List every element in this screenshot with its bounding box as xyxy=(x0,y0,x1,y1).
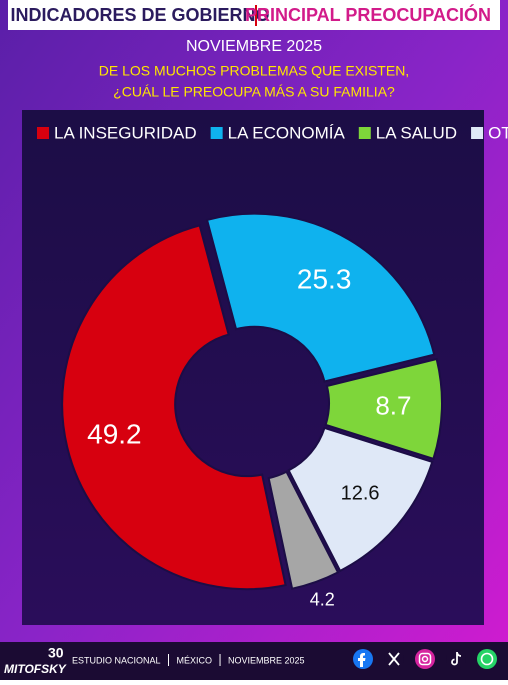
instagram-glyph xyxy=(418,652,432,666)
footer-item: MÉXICO xyxy=(177,655,213,665)
value-label: 4.2 xyxy=(310,590,335,610)
donut-slice xyxy=(205,212,436,383)
facebook-glyph xyxy=(358,653,366,667)
footer-item: NOVIEMBRE 2025 xyxy=(228,655,305,665)
value-label: 25.3 xyxy=(297,264,352,295)
whatsapp-icon[interactable] xyxy=(477,649,497,669)
plot: 49.2 25.3 8.7 12.6 4.2 xyxy=(61,212,443,610)
legend-swatch xyxy=(37,127,49,139)
donut-slice xyxy=(61,224,287,591)
chart-subtitle: DE LOS MUCHOS PROBLEMAS QUE EXISTEN, xyxy=(99,63,409,79)
legend-label: LA SALUD xyxy=(376,123,457,142)
header-bar xyxy=(8,0,500,30)
value-label: 12.6 xyxy=(341,483,380,505)
header-topic: PRINCIPAL PREOCUPACIÓN xyxy=(245,4,491,25)
tiktok-glyph xyxy=(451,651,462,666)
footer-items: ESTUDIO NACIONAL MÉXICO NOVIEMBRE 2025 xyxy=(72,654,305,666)
chart-subtitle: ¿CUÁL LE PREOCUPA MÁS A SU FAMILIA? xyxy=(113,84,395,100)
header-section: INDICADORES DE GOBIERNO xyxy=(10,5,269,25)
value-label: 49.2 xyxy=(87,418,142,449)
legend-swatch xyxy=(358,127,371,139)
chart-title: NOVIEMBRE 2025 xyxy=(186,38,322,55)
legend-label: LA INSEGURIDAD xyxy=(54,123,197,142)
footer-brand: MITOFSKY xyxy=(4,662,67,676)
x-glyph xyxy=(388,652,400,666)
instagram-glyph xyxy=(421,655,429,663)
legend-swatch xyxy=(471,127,484,139)
social-icons xyxy=(353,649,497,669)
footer-anniversary: 30 xyxy=(48,645,64,661)
tiktok-icon[interactable] xyxy=(446,649,466,669)
donut-slice xyxy=(324,357,443,461)
whatsapp-glyph xyxy=(480,652,494,666)
value-label: 8.7 xyxy=(375,390,411,420)
legend-label: LA ECONOMÍA xyxy=(228,123,346,142)
legend-swatch xyxy=(210,127,223,139)
instagram-icon[interactable] xyxy=(415,649,435,669)
footer-item: ESTUDIO NACIONAL xyxy=(72,655,161,665)
donut-slice xyxy=(267,470,340,590)
legend-label: OTRO xyxy=(488,123,508,142)
donut-slice xyxy=(287,426,434,573)
